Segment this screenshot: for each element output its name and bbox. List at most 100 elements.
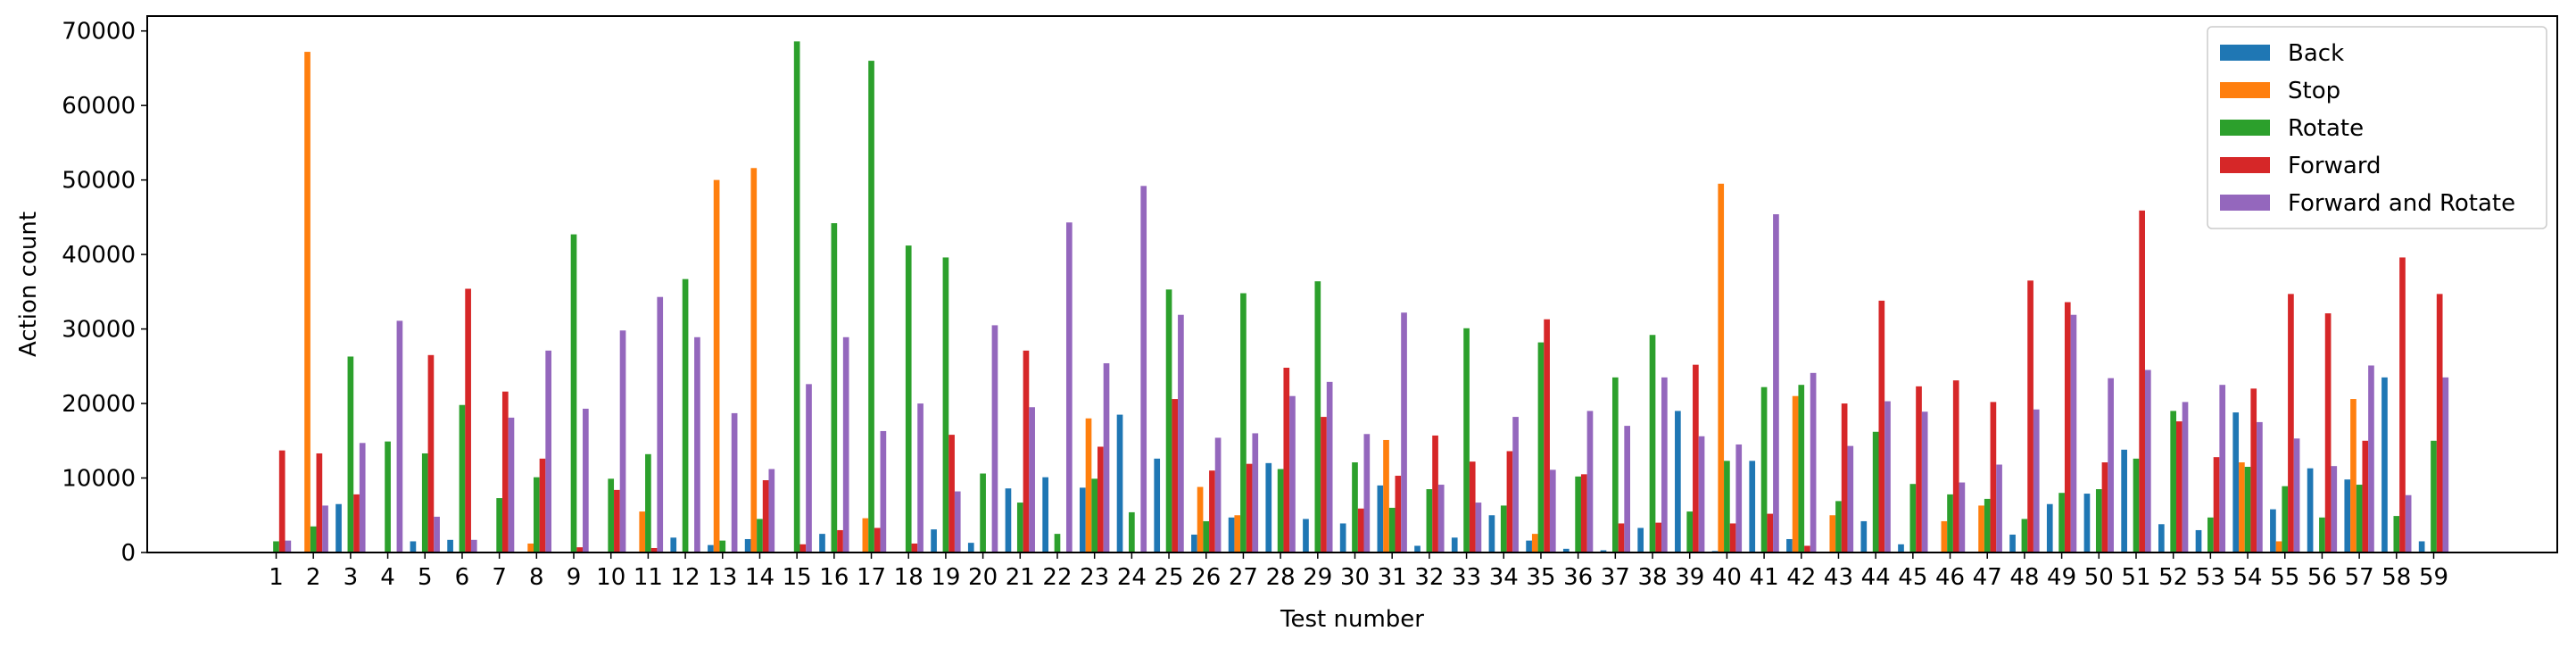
bar-forward-45 xyxy=(1916,386,1922,552)
bar-forward-51 xyxy=(2139,210,2145,553)
bar-forward-and-rotate-15 xyxy=(806,384,812,552)
x-tick-label: 48 xyxy=(2009,564,2039,591)
bar-rotate-37 xyxy=(1611,377,1619,552)
bar-rotate-3 xyxy=(347,356,354,552)
bar-rotate-39 xyxy=(1686,511,1694,552)
x-tick-label: 52 xyxy=(2158,564,2188,591)
bar-rotate-46 xyxy=(1947,494,1953,552)
bar-forward-and-rotate-22 xyxy=(1065,222,1073,552)
bar-back-54 xyxy=(2232,412,2240,552)
y-axis: 0 10000 20000 30000 40000 50000 60000 70000 xyxy=(62,19,147,567)
bar-forward-and-rotate-1 xyxy=(285,540,292,552)
bar-back-13 xyxy=(708,544,714,552)
bar-forward-and-rotate-14 xyxy=(768,469,775,552)
bar-forward-and-rotate-50 xyxy=(2108,378,2114,552)
bar-back-53 xyxy=(2195,529,2202,552)
bar-forward-53 xyxy=(2213,457,2220,552)
bar-rotate-48 xyxy=(2021,519,2028,552)
bar-forward-17 xyxy=(874,528,881,552)
x-tick-label: 26 xyxy=(1191,564,1221,591)
bar-back-12 xyxy=(670,537,677,552)
bar-rotate-36 xyxy=(1575,476,1581,552)
bar-forward-14 xyxy=(762,480,769,552)
bar-stop-17 xyxy=(862,518,869,552)
bar-forward-41 xyxy=(1767,513,1774,552)
x-tick-label: 58 xyxy=(2381,564,2411,591)
x-tick-label: 20 xyxy=(968,564,998,591)
bar-forward-55 xyxy=(2288,294,2294,552)
bar-forward-and-rotate-59 xyxy=(2442,377,2449,552)
bar-forward-and-rotate-54 xyxy=(2257,421,2263,552)
x-tick-label: 29 xyxy=(1303,564,1332,591)
bar-back-20 xyxy=(967,543,974,552)
bar-forward-57 xyxy=(2362,440,2369,552)
bar-forward-35 xyxy=(1544,319,1550,552)
bar-rotate-41 xyxy=(1760,386,1768,552)
bar-back-41 xyxy=(1749,461,1756,552)
bar-back-42 xyxy=(1786,538,1793,552)
bar-back-37 xyxy=(1600,550,1607,552)
bar-rotate-7 xyxy=(496,498,502,552)
bar-stop-43 xyxy=(1829,515,1836,552)
bar-forward-40 xyxy=(1729,523,1736,552)
bar-forward-and-rotate-42 xyxy=(1810,372,1817,552)
bar-rotate-12 xyxy=(682,278,689,552)
bar-forward-48 xyxy=(2027,280,2033,552)
bar-back-28 xyxy=(1265,462,1272,552)
bar-forward-31 xyxy=(1395,476,1402,552)
bar-forward-and-rotate-16 xyxy=(842,336,849,552)
bar-forward-29 xyxy=(1321,417,1327,552)
x-tick-label: 4 xyxy=(380,564,395,591)
bar-forward-46 xyxy=(1952,380,1959,552)
bar-forward-and-rotate-52 xyxy=(2182,402,2189,552)
y-tick-label: 10000 xyxy=(62,466,136,493)
bar-forward-and-rotate-25 xyxy=(1178,314,1184,552)
y-tick-label: 60000 xyxy=(62,93,136,120)
bar-back-34 xyxy=(1488,515,1495,552)
bar-rotate-1 xyxy=(273,541,279,552)
bar-forward-and-rotate-18 xyxy=(917,403,924,552)
bar-rotate-33 xyxy=(1463,328,1470,552)
bar-forward-5 xyxy=(427,354,435,552)
legend-swatch xyxy=(2220,45,2270,61)
bar-forward-39 xyxy=(1693,364,1699,552)
bar-back-39 xyxy=(1675,411,1681,552)
y-tick-label: 40000 xyxy=(62,242,136,269)
bar-rotate-49 xyxy=(2058,493,2065,552)
bar-forward-33 xyxy=(1469,461,1476,552)
bar-forward-and-rotate-4 xyxy=(396,320,403,552)
bar-rotate-6 xyxy=(459,404,466,552)
bar-back-35 xyxy=(1526,540,1532,552)
bar-rotate-15 xyxy=(793,41,800,552)
bar-back-32 xyxy=(1414,545,1421,552)
bar-rotate-32 xyxy=(1426,489,1433,552)
bar-rotate-24 xyxy=(1129,511,1135,552)
x-tick-label: 22 xyxy=(1042,564,1072,591)
bar-stop-35 xyxy=(1531,534,1538,552)
x-tick-label: 46 xyxy=(1935,564,1965,591)
bar-rotate-57 xyxy=(2356,485,2363,552)
bar-forward-and-rotate-28 xyxy=(1289,395,1296,552)
x-tick-label: 19 xyxy=(931,564,960,591)
bar-forward-and-rotate-6 xyxy=(470,539,477,552)
legend-label: Back xyxy=(2288,40,2344,67)
x-tick-label: 16 xyxy=(819,564,849,591)
bar-forward-and-rotate-13 xyxy=(731,412,738,552)
bar-back-44 xyxy=(1860,520,1868,552)
bars-group xyxy=(273,41,2449,553)
bar-stop-31 xyxy=(1383,439,1389,552)
bar-back-6 xyxy=(447,539,453,552)
x-tick-label: 12 xyxy=(671,564,700,591)
bar-forward-and-rotate-24 xyxy=(1140,186,1147,552)
bar-rotate-30 xyxy=(1352,462,1358,552)
bar-rotate-8 xyxy=(533,477,540,552)
bar-forward-and-rotate-39 xyxy=(1698,436,1705,552)
bar-rotate-26 xyxy=(1203,520,1210,552)
legend-swatch xyxy=(2220,120,2270,136)
x-tick-label: 13 xyxy=(708,564,737,591)
bar-forward-56 xyxy=(2324,313,2332,552)
bar-rotate-47 xyxy=(1984,498,1991,552)
legend-label: Forward xyxy=(2288,153,2381,179)
bar-forward-and-rotate-27 xyxy=(1252,433,1259,552)
